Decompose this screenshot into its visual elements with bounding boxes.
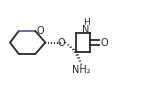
Text: O: O	[58, 37, 65, 48]
Text: N: N	[82, 25, 90, 35]
Text: O: O	[101, 37, 108, 48]
Text: O: O	[37, 26, 44, 36]
Text: H: H	[83, 18, 89, 27]
Text: NH₂: NH₂	[72, 65, 91, 75]
